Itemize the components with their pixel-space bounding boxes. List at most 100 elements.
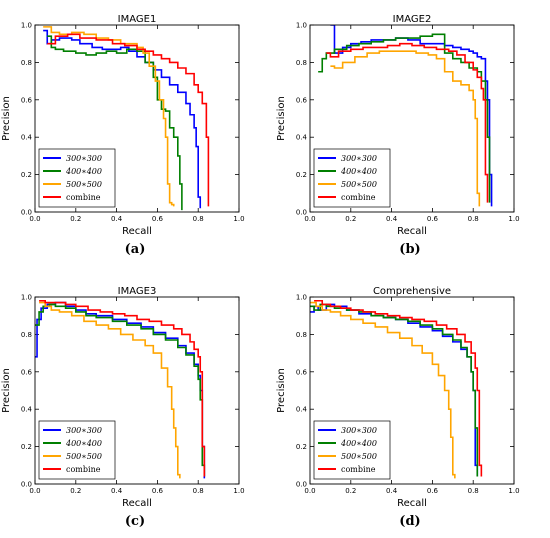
y-tick-label: 0.6 bbox=[296, 96, 308, 104]
legend-entry: 300∗300 bbox=[66, 426, 102, 435]
y-tick-label: 1.0 bbox=[296, 294, 307, 302]
legend-entry: 500∗500 bbox=[66, 452, 102, 461]
x-tick-label: 0.2 bbox=[70, 487, 81, 495]
x-tick-label: 0.0 bbox=[29, 215, 40, 223]
legend-entry: 300∗300 bbox=[66, 154, 102, 163]
x-tick-label: 0.8 bbox=[193, 215, 204, 223]
x-tick-label: 0.6 bbox=[427, 487, 439, 495]
legend-entry: combine bbox=[66, 465, 101, 474]
x-tick-label: 0.2 bbox=[70, 215, 81, 223]
caption-d: (d) bbox=[399, 514, 421, 529]
y-tick-label: 0.8 bbox=[296, 59, 307, 67]
y-tick-label: 1.0 bbox=[21, 22, 32, 30]
x-tick-label: 0.6 bbox=[152, 215, 164, 223]
y-tick-label: 0.2 bbox=[296, 171, 307, 179]
x-tick-label: 0.6 bbox=[427, 215, 439, 223]
legend: 300∗300 400∗400 500∗500 combine bbox=[38, 148, 116, 208]
y-tick-label: 0.4 bbox=[21, 134, 33, 142]
series-line-combine bbox=[47, 33, 210, 207]
series-line-500-500 bbox=[310, 301, 456, 479]
x-tick-label: 0.0 bbox=[29, 487, 40, 495]
x-tick-label: 0.4 bbox=[386, 487, 398, 495]
legend-entry: 400∗400 bbox=[340, 439, 377, 448]
y-tick-label: 0.0 bbox=[21, 209, 32, 217]
y-tick-label: 0.4 bbox=[296, 406, 308, 414]
y-tick-label: 0.0 bbox=[296, 209, 307, 217]
legend-entry: 400∗400 bbox=[65, 167, 102, 176]
chart-comprehensive: Comprehensive Recall Precision 0.0 0.2 0.4 0.6… bbox=[276, 286, 520, 509]
y-tick-label: 0.8 bbox=[21, 331, 32, 339]
y-tick-label: 0.6 bbox=[21, 96, 33, 104]
series-line-combine bbox=[314, 299, 483, 477]
y-tick-label: 1.0 bbox=[21, 294, 32, 302]
chart-title: IMAGE2 bbox=[393, 14, 432, 25]
x-tick-label: 0.2 bbox=[345, 215, 356, 223]
legend: 300∗300 400∗400 500∗500 combine bbox=[313, 420, 391, 480]
x-tick-label: 1.0 bbox=[233, 215, 244, 223]
y-axis-label: Precision bbox=[276, 96, 287, 141]
chart-image2: IMAGE2 Recall Precision 0.0 0.2 0.4 0.6 0.8 1.0 0… bbox=[276, 14, 520, 237]
x-tick-label: 1.0 bbox=[508, 487, 519, 495]
y-tick-label: 0.2 bbox=[21, 171, 32, 179]
series-line-500-500 bbox=[330, 50, 481, 207]
plot-frame bbox=[309, 296, 515, 485]
x-tick-label: 0.6 bbox=[152, 487, 164, 495]
y-axis-label: Precision bbox=[1, 96, 12, 141]
series-line-500-500 bbox=[39, 301, 181, 479]
x-tick-label: 0.0 bbox=[304, 215, 315, 223]
legend-entry: 300∗300 bbox=[341, 426, 377, 435]
caption-b: (b) bbox=[399, 242, 421, 257]
chart-title: Comprehensive bbox=[373, 286, 451, 297]
y-tick-label: 0.4 bbox=[296, 134, 308, 142]
series-line-400-400 bbox=[35, 303, 206, 477]
x-tick-label: 1.0 bbox=[233, 487, 244, 495]
series-line-combine bbox=[326, 42, 489, 203]
y-tick-label: 0.8 bbox=[296, 331, 307, 339]
legend-entry: 400∗400 bbox=[340, 167, 377, 176]
chart-title: IMAGE1 bbox=[118, 14, 157, 25]
chart-title: IMAGE3 bbox=[118, 286, 157, 297]
x-tick-label: 1.0 bbox=[508, 215, 519, 223]
legend-entry: 500∗500 bbox=[66, 180, 102, 189]
caption-c: (c) bbox=[124, 514, 146, 529]
chart-image1: IMAGE1 Recall Precision 0.0 0.2 0.4 0.6 0.8 1.0 0… bbox=[1, 14, 245, 237]
legend-entry: 300∗300 bbox=[341, 154, 377, 163]
y-tick-label: 0.8 bbox=[21, 59, 32, 67]
legend-entry: 500∗500 bbox=[341, 180, 377, 189]
chart-image3: IMAGE3 Recall Precision 0.0 0.2 0.4 0.6 0.8 1.0 0… bbox=[1, 286, 245, 509]
series-line-500-500 bbox=[43, 26, 175, 207]
x-axis-label: Recall bbox=[397, 226, 427, 237]
legend-entry: 400∗400 bbox=[65, 439, 102, 448]
series-line-400-400 bbox=[47, 35, 183, 211]
x-axis-label: Recall bbox=[397, 498, 427, 509]
series-line-combine bbox=[39, 299, 206, 477]
y-tick-label: 0.2 bbox=[296, 443, 307, 451]
x-tick-label: 0.4 bbox=[111, 215, 123, 223]
legend-entry: combine bbox=[66, 193, 101, 202]
caption-a: (a) bbox=[124, 242, 146, 257]
legend: 300∗300 400∗400 500∗500 combine bbox=[38, 420, 116, 480]
y-axis-label: Precision bbox=[276, 368, 287, 413]
y-tick-label: 0.6 bbox=[296, 368, 308, 376]
y-tick-label: 0.4 bbox=[21, 406, 33, 414]
y-axis-label: Precision bbox=[1, 368, 12, 413]
legend-entry: combine bbox=[341, 465, 376, 474]
plot-frame bbox=[34, 24, 240, 213]
x-axis-label: Recall bbox=[122, 226, 152, 237]
x-tick-label: 0.4 bbox=[386, 215, 398, 223]
y-tick-label: 0.0 bbox=[21, 481, 32, 489]
y-tick-label: 0.2 bbox=[21, 443, 32, 451]
x-tick-label: 0.2 bbox=[345, 487, 356, 495]
x-tick-label: 0.4 bbox=[111, 487, 123, 495]
y-tick-label: 0.6 bbox=[21, 368, 33, 376]
plot-frame bbox=[309, 24, 515, 213]
x-tick-label: 0.8 bbox=[193, 487, 204, 495]
legend: 300∗300 400∗400 500∗500 combine bbox=[313, 148, 391, 208]
x-axis-label: Recall bbox=[122, 498, 152, 509]
x-tick-label: 0.0 bbox=[304, 487, 315, 495]
legend-entry: 500∗500 bbox=[341, 452, 377, 461]
plot-frame bbox=[34, 296, 240, 485]
x-tick-label: 0.8 bbox=[468, 215, 479, 223]
y-tick-label: 1.0 bbox=[296, 22, 307, 30]
